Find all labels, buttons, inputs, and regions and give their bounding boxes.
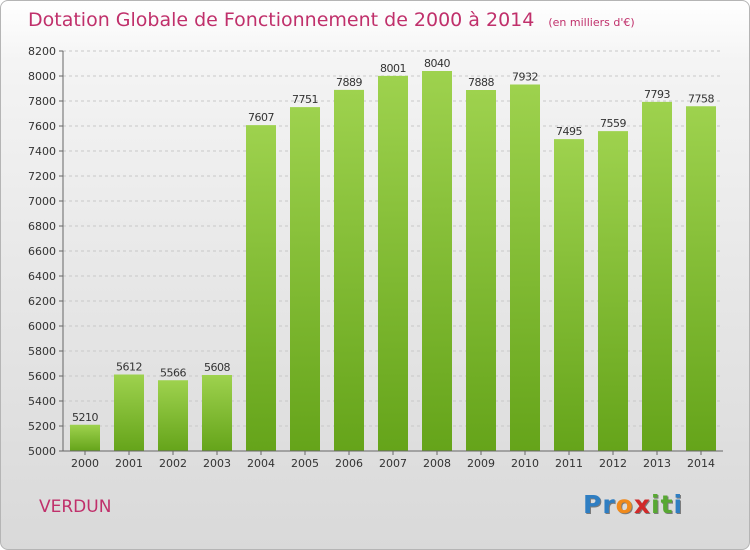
x-axis-ticks: 2000 2001 2002 2003 2004 2005 2006 2007 2008 2009… xyxy=(71,451,715,470)
x-tick-label: 2001 xyxy=(115,457,143,470)
x-tick-label: 2011 xyxy=(555,457,583,470)
axes xyxy=(62,51,723,452)
x-tick-label: 2000 xyxy=(71,457,99,470)
bar xyxy=(686,106,716,451)
data-label: 7559 xyxy=(600,117,626,130)
logo-letter: i xyxy=(651,490,661,519)
x-tick-label: 2010 xyxy=(511,457,539,470)
y-tick-label: 5400 xyxy=(28,395,56,408)
bar xyxy=(70,424,100,451)
y-tick-label: 5000 xyxy=(28,445,56,458)
data-label: 7495 xyxy=(556,125,582,138)
y-tick-label: 6000 xyxy=(28,320,56,333)
x-tick-label: 2005 xyxy=(291,457,319,470)
y-tick-label: 6200 xyxy=(28,295,56,308)
y-tick-label: 7400 xyxy=(28,145,56,158)
bars xyxy=(70,71,716,451)
data-label: 7751 xyxy=(292,93,318,106)
x-tick-label: 2008 xyxy=(423,457,451,470)
logo-letter: r xyxy=(602,490,616,519)
bar xyxy=(158,380,188,451)
x-tick-label: 2012 xyxy=(599,457,627,470)
x-tick-label: 2013 xyxy=(643,457,671,470)
commune-name: VERDUN xyxy=(39,497,112,517)
x-tick-label: 2009 xyxy=(467,457,495,470)
proxiti-logo: Proxiti xyxy=(583,490,683,519)
y-tick-label: 6800 xyxy=(28,220,56,233)
y-tick-label: 7000 xyxy=(28,195,56,208)
logo-letter: P xyxy=(583,490,603,519)
bar xyxy=(246,125,276,451)
y-tick-label: 6600 xyxy=(28,245,56,258)
bar xyxy=(422,71,452,451)
chart-title-text: Dotation Globale de Fonctionnement de 20… xyxy=(28,9,535,31)
bar xyxy=(202,375,232,451)
bar xyxy=(466,90,496,451)
data-labels: 5210 5612 5566 5608 7607 7751 7889 8001 8040 7888… xyxy=(72,57,715,424)
x-tick-label: 2007 xyxy=(379,457,407,470)
y-tick-label: 6400 xyxy=(28,270,56,283)
y-tick-label: 5600 xyxy=(28,370,56,383)
x-tick-label: 2004 xyxy=(247,457,275,470)
data-label: 7793 xyxy=(644,88,670,101)
data-label: 5210 xyxy=(72,411,98,424)
data-label: 7758 xyxy=(688,92,714,105)
data-label: 7888 xyxy=(468,76,494,89)
bar xyxy=(334,89,364,451)
y-tick-label: 7200 xyxy=(28,170,56,183)
bar xyxy=(290,107,320,451)
x-tick-label: 2003 xyxy=(203,457,231,470)
unit-note: (en milliers d'€) xyxy=(548,16,635,29)
x-tick-label: 2014 xyxy=(687,457,715,470)
data-label: 8040 xyxy=(424,57,450,70)
data-label: 8001 xyxy=(380,62,406,75)
logo-letter: x xyxy=(633,490,651,519)
logo-letter: i xyxy=(673,490,684,519)
y-tick-label: 7600 xyxy=(28,120,56,133)
x-tick-label: 2002 xyxy=(159,457,187,470)
data-label: 7889 xyxy=(336,76,362,89)
y-axis-ticks: 5000 5200 5400 5600 5800 6000 6200 6400 6600 6800… xyxy=(28,45,63,458)
logo-letter: t xyxy=(660,490,674,519)
bar xyxy=(598,131,628,451)
chart-title: Dotation Globale de Fonctionnement de 20… xyxy=(28,9,635,31)
y-tick-label: 8000 xyxy=(28,70,56,83)
y-tick-label: 8200 xyxy=(28,45,56,58)
data-label: 5566 xyxy=(160,366,186,379)
y-tick-label: 5800 xyxy=(28,345,56,358)
data-label: 7932 xyxy=(512,71,538,84)
x-tick-label: 2006 xyxy=(335,457,363,470)
data-label: 5612 xyxy=(116,361,142,374)
logo-letter: o xyxy=(615,490,634,519)
bar xyxy=(378,75,408,451)
bar xyxy=(642,101,672,451)
data-label: 5608 xyxy=(204,361,230,374)
data-label: 7607 xyxy=(248,111,274,124)
bar xyxy=(554,139,584,451)
y-tick-label: 5200 xyxy=(28,420,56,433)
bar xyxy=(114,374,144,451)
y-tick-label: 7800 xyxy=(28,95,56,108)
bar xyxy=(510,84,540,451)
